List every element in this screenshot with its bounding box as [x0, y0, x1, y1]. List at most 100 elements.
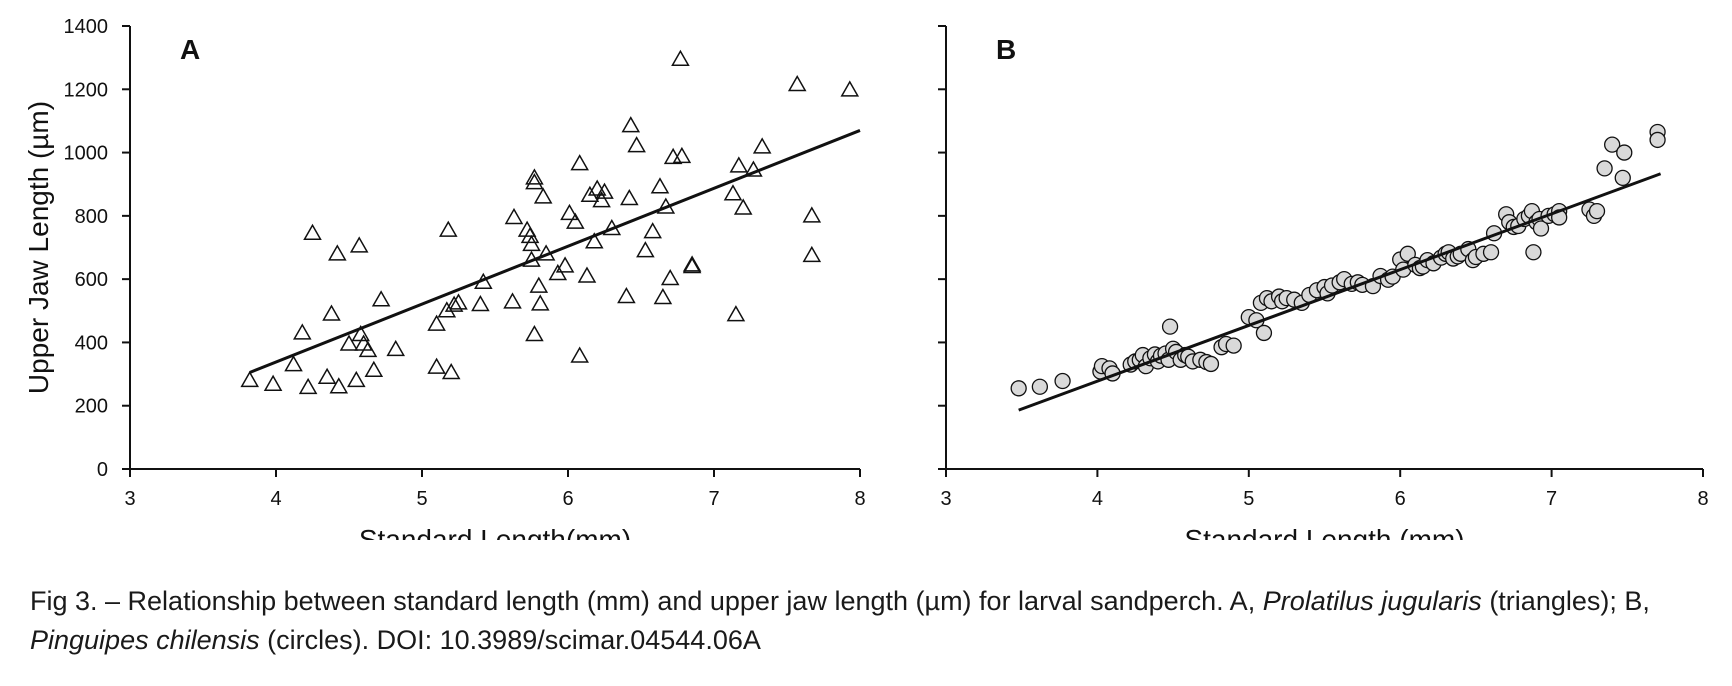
panel-a-data-point	[427, 314, 446, 331]
panel-a-data-point	[520, 226, 540, 244]
panel-a-data-point	[643, 222, 662, 239]
panel-a-data-point	[802, 206, 822, 223]
panel-a-data-point	[726, 305, 746, 322]
panel-b-data-point	[1161, 318, 1179, 335]
panel-a-data-point	[444, 295, 464, 312]
panel-a-data-point	[364, 360, 384, 378]
panel-a-data-point	[621, 116, 641, 133]
panel-a-data-point	[386, 339, 406, 357]
panel-b-x-tick-label: 7	[1546, 488, 1557, 510]
caption-mid: (triangles); B,	[1481, 586, 1650, 616]
panel-a-y-tick-label: 1400	[64, 16, 109, 38]
panel-b-panel-label: B	[996, 34, 1016, 65]
panel-a-data-point	[292, 323, 312, 340]
panel-a-data-point	[240, 370, 260, 388]
panel-a-data-point	[595, 182, 614, 199]
panel-a-data-point	[620, 188, 639, 206]
panel-a-data-point	[682, 256, 702, 274]
panel-a-data-point	[617, 287, 636, 304]
panel-a-data-point	[650, 177, 670, 194]
panel-a-data-point	[570, 154, 589, 171]
panel-a-data-point	[566, 212, 585, 229]
panel-a-data-point	[371, 290, 391, 307]
panel-a-data-point	[840, 80, 860, 97]
panel-a-y-tick-label: 400	[75, 332, 108, 354]
caption-prefix: Fig 3. – Relationship between standard l…	[30, 586, 1263, 616]
panel-a-data-point	[530, 294, 550, 311]
panel-a-data-point	[328, 244, 347, 261]
panel-a-data-point	[787, 75, 807, 92]
panel-b-x-tick-label: 5	[1243, 488, 1254, 510]
panel-a-data-point	[560, 203, 579, 221]
panel-a-data-point	[441, 362, 461, 380]
panel-a-trendline	[249, 129, 861, 374]
panel-a-y-tick-label: 1200	[64, 79, 109, 101]
panel-a-data-point	[329, 377, 349, 394]
panel-a-x-tick-label: 4	[270, 488, 281, 510]
panel-a-data-point	[525, 168, 544, 185]
panel-b-x-axis-title: Standard Length (mm)	[1184, 524, 1464, 540]
panel-a-data-point	[339, 334, 359, 351]
caption-species-b: Pinguipes chilensis	[30, 625, 260, 655]
panel-b-data-point	[1604, 136, 1621, 153]
panel-b-x-tick-label: 6	[1395, 488, 1406, 510]
panel-b-data-point	[1532, 220, 1550, 237]
panel-a-data-point	[533, 187, 553, 204]
panel-a-data-point	[663, 147, 683, 165]
panel-a-data-point	[522, 234, 541, 252]
panel-a-data-point	[744, 160, 763, 177]
figure-scatter-plots: 3 4 5 6 7 8 0 200 400 600 800 1000 1200 1400 Standard …	[23, 16, 1709, 540]
panel-b-data-point	[1616, 144, 1633, 161]
panel-a-data-point	[437, 301, 457, 318]
panel-a-x-tick-label: 5	[416, 488, 427, 510]
panel-b-x-tick-label: 8	[1697, 488, 1708, 510]
panel-a-data-point	[802, 245, 822, 263]
panel-a-data-point	[284, 355, 303, 372]
panel-a-data-point	[584, 232, 604, 249]
panel-b-chart: 3 4 5 6 7 8 Standard Length (mm) B	[938, 25, 1709, 540]
panel-a-chart: 3 4 5 6 7 8 0 200 400 600 800 1000 1200 1400 Standard …	[23, 16, 866, 540]
panel-a-x-tick-label: 3	[124, 488, 135, 510]
panel-b-x-tick-label: 4	[1092, 488, 1103, 510]
panel-a-y-tick-label: 1000	[64, 143, 109, 165]
caption-species-a: Prolatilus jugularis	[1262, 586, 1482, 616]
panel-a-y-tick-label: 600	[75, 269, 108, 291]
panel-a-data-point	[682, 255, 702, 272]
panel-a-data-point	[349, 236, 369, 253]
panel-b-trendline	[1018, 172, 1662, 412]
panel-b-data-point	[1649, 131, 1666, 149]
panel-a-data-point	[671, 49, 690, 66]
panel-a-x-tick-label: 8	[854, 488, 865, 510]
panel-a-data-point	[636, 241, 655, 258]
panel-a-data-point	[653, 287, 673, 305]
panel-a-data-point	[503, 292, 522, 309]
figure-caption: Fig 3. – Relationship between standard l…	[30, 582, 1690, 660]
panel-a-data-point	[555, 256, 575, 273]
panel-b-x-tick-label: 3	[940, 488, 951, 510]
panel-b-data-point	[1031, 378, 1049, 395]
panel-a-data-point	[317, 367, 337, 384]
panel-b-data-point	[1588, 202, 1606, 220]
panel-a-y-tick-label: 800	[75, 206, 108, 228]
panel-a-data-point	[529, 276, 549, 293]
panel-a-data-point	[471, 294, 490, 312]
panel-a-data-point	[449, 293, 468, 310]
panel-a-y-tick-label: 0	[97, 459, 108, 481]
panel-a-data-point	[733, 198, 753, 215]
panel-b-data-point	[1010, 380, 1027, 397]
panel-a-data-point	[438, 220, 458, 237]
panel-a-x-axis-title: Standard Length(mm)	[359, 524, 631, 540]
caption-suffix: (circles). DOI: 10.3989/scimar.04544.06A	[259, 625, 761, 655]
panel-a-data-point	[504, 207, 524, 225]
panel-a-data-point	[672, 146, 692, 164]
panel-a-data-point	[660, 268, 680, 286]
panel-a-data-point	[358, 340, 378, 358]
panel-b-data-point	[1255, 324, 1273, 342]
panel-a-x-tick-label: 7	[708, 488, 719, 510]
panel-a-data-point	[298, 377, 318, 395]
panel-b-data-point	[1482, 244, 1500, 261]
panel-a-data-point	[263, 374, 283, 391]
panel-a-data-point	[525, 325, 544, 342]
panel-a-data-point	[587, 179, 607, 196]
panel-a-data-point	[427, 357, 446, 374]
